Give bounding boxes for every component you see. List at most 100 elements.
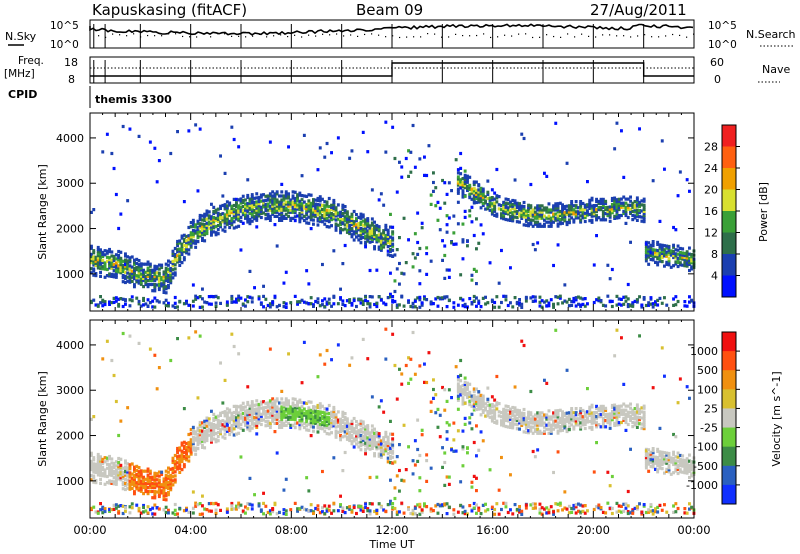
data-pixel (391, 295, 395, 299)
data-pixel (527, 213, 530, 218)
data-pixel (205, 221, 209, 225)
data-pixel (504, 418, 508, 422)
nsearch-dot (693, 33, 695, 35)
data-pixel (271, 405, 275, 409)
data-pixel (461, 193, 465, 197)
data-pixel (364, 295, 367, 299)
data-pixel (341, 302, 345, 306)
data-pixel (488, 196, 492, 200)
nsearch-dot (210, 36, 212, 38)
data-pixel (128, 511, 132, 515)
data-pixel (520, 411, 524, 415)
data-pixel (305, 416, 309, 420)
data-pixel (268, 194, 272, 198)
data-pixel (398, 468, 401, 473)
data-pixel (101, 357, 105, 361)
data-pixel (368, 447, 372, 451)
data-pixel (554, 419, 558, 423)
data-pixel (647, 249, 651, 253)
data-pixel (511, 424, 515, 428)
data-pixel (549, 415, 553, 419)
data-pixel (536, 208, 540, 212)
data-pixel (176, 451, 179, 455)
data-pixel (284, 302, 288, 306)
data-pixel (624, 205, 628, 209)
data-pixel (178, 507, 182, 511)
data-pixel (479, 401, 483, 405)
nsearch-dot (651, 36, 653, 38)
data-pixel (94, 462, 98, 466)
data-pixel (284, 305, 288, 309)
data-pixel (370, 446, 374, 450)
data-pixel (352, 431, 356, 435)
data-pixel (300, 411, 304, 415)
data-pixel (259, 509, 263, 513)
data-pixel (533, 413, 537, 417)
data-pixel (681, 263, 685, 267)
data-pixel (196, 440, 200, 445)
data-pixel (590, 212, 594, 216)
data-pixel (389, 295, 392, 299)
data-pixel (361, 506, 365, 510)
data-pixel (128, 487, 132, 491)
data-pixel (389, 448, 392, 452)
data-pixel (171, 251, 175, 255)
data-pixel (656, 261, 660, 265)
data-pixel (330, 213, 333, 218)
data-pixel (203, 425, 207, 429)
data-pixel (665, 252, 669, 256)
data-pixel (189, 438, 193, 442)
data-pixel (239, 197, 243, 201)
data-pixel (558, 213, 562, 218)
data-pixel (511, 198, 515, 203)
data-pixel (624, 197, 628, 201)
data-pixel (198, 420, 202, 425)
data-pixel (133, 475, 136, 479)
data-pixel (567, 212, 571, 216)
data-pixel (543, 300, 546, 304)
data-pixel (321, 220, 324, 224)
data-pixel (359, 505, 363, 509)
data-pixel (271, 200, 275, 204)
data-pixel (513, 418, 517, 422)
data-pixel (504, 410, 508, 414)
data-pixel (592, 300, 596, 305)
data-pixel (486, 301, 490, 305)
data-pixel (216, 503, 220, 507)
data-pixel (271, 212, 275, 216)
data-pixel (112, 507, 116, 511)
data-pixel (219, 221, 222, 225)
data-pixel (101, 474, 105, 478)
data-pixel (339, 419, 342, 423)
data-pixel (108, 264, 111, 268)
data-pixel (221, 423, 225, 427)
data-pixel (579, 202, 583, 206)
data-pixel (601, 218, 605, 222)
data-pixel (477, 299, 481, 303)
data-pixel (201, 222, 204, 226)
data-pixel (207, 433, 211, 437)
data-pixel (604, 218, 608, 222)
data-pixel (359, 444, 363, 448)
data-pixel (683, 260, 687, 264)
data-pixel (379, 244, 383, 248)
data-pixel (409, 304, 413, 309)
data-pixel (339, 227, 342, 231)
data-pixel (300, 401, 304, 405)
data-pixel (350, 212, 354, 216)
data-pixel (284, 200, 288, 204)
data-pixel (538, 511, 542, 515)
data-pixel (366, 219, 370, 223)
data-pixel (461, 189, 465, 193)
data-pixel (502, 202, 506, 206)
data-pixel (463, 179, 467, 184)
data-pixel (318, 422, 322, 426)
data-pixel (533, 220, 537, 224)
freq-unit: [MHz] (4, 68, 35, 80)
data-pixel (527, 224, 530, 228)
data-pixel (316, 223, 320, 227)
data-pixel (565, 204, 569, 208)
data-pixel (357, 215, 361, 219)
data-pixel (239, 209, 243, 213)
nsearch-dot (308, 34, 310, 36)
